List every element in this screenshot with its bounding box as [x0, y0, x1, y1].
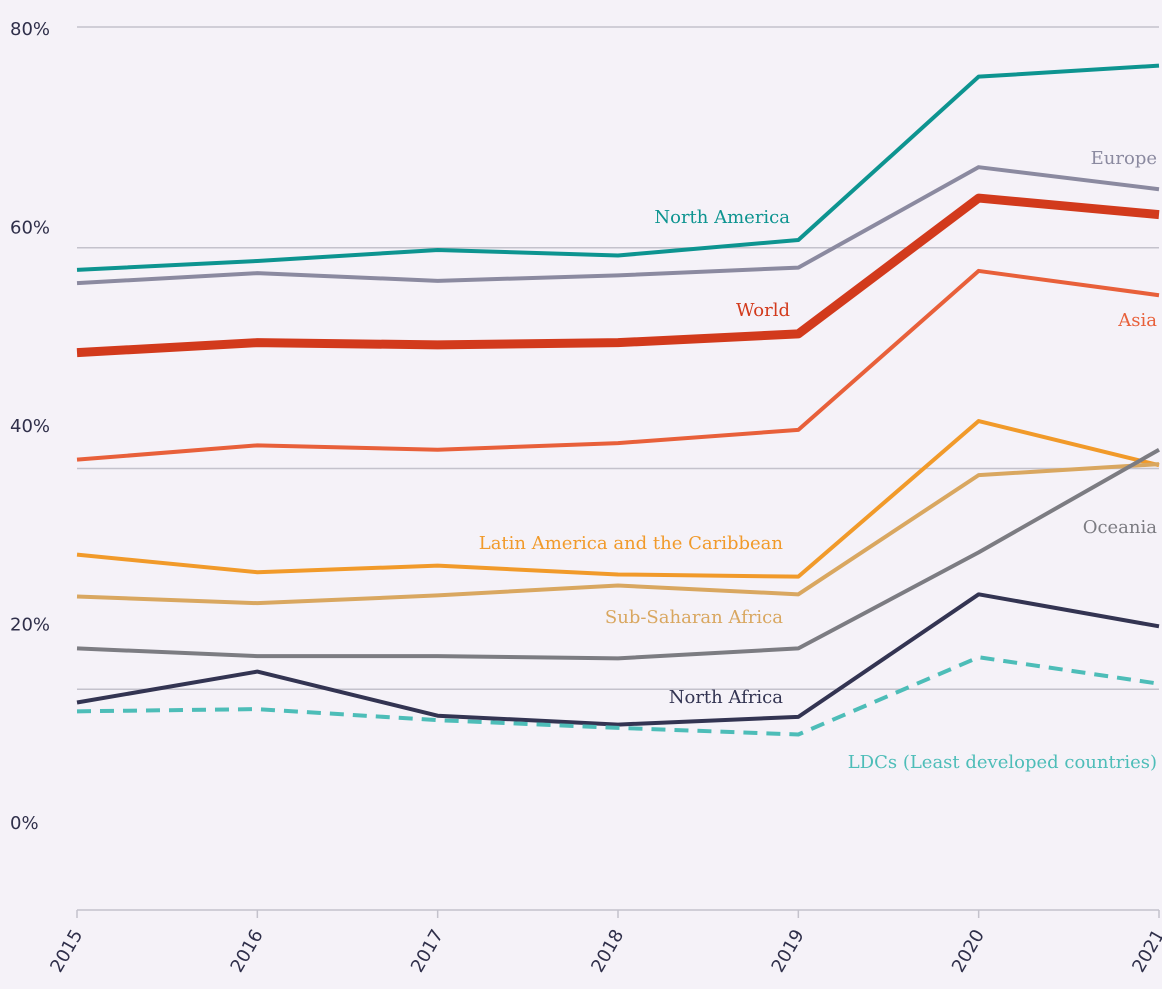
series-line: [76, 419, 1160, 579]
series-line: [76, 193, 1160, 358]
series-label: Asia: [1117, 310, 1157, 331]
x-tick-label: 2021: [1128, 926, 1162, 976]
series-label: North America: [654, 207, 790, 228]
series-label: Europe: [1091, 148, 1157, 169]
y-tick-label: 80%: [10, 19, 50, 40]
series-label: Sub-Saharan Africa: [605, 607, 783, 628]
x-tick-label: 2019: [768, 926, 809, 976]
series-line: [76, 462, 1160, 606]
series-label: Oceania: [1083, 517, 1158, 538]
series-label: LDCs (Least developed countries): [848, 752, 1157, 773]
x-tick-label: 2018: [587, 926, 628, 976]
y-tick-label: 40%: [10, 416, 50, 437]
x-tick-label: 2020: [948, 926, 989, 976]
series-label: North Africa: [669, 687, 784, 708]
x-tick-label: 2016: [227, 926, 268, 976]
x-tick-label: 2015: [46, 926, 87, 976]
series-line: [76, 655, 1160, 737]
x-tick-label: 2017: [407, 926, 448, 976]
series-line: [76, 268, 1160, 462]
series-label: World: [736, 300, 790, 321]
y-tick-label: 60%: [10, 218, 50, 239]
series-line: [76, 63, 1160, 272]
series-label: Latin America and the Caribbean: [479, 533, 784, 554]
series-line: [76, 447, 1160, 661]
series-line: [76, 165, 1160, 286]
series-line: [76, 592, 1160, 727]
y-tick-label: 20%: [10, 615, 50, 636]
y-tick-label: 0%: [10, 813, 39, 834]
